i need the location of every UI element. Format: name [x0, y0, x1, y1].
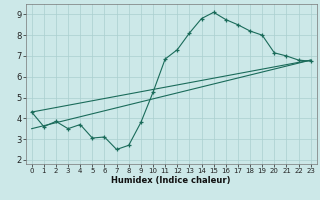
- X-axis label: Humidex (Indice chaleur): Humidex (Indice chaleur): [111, 176, 231, 185]
